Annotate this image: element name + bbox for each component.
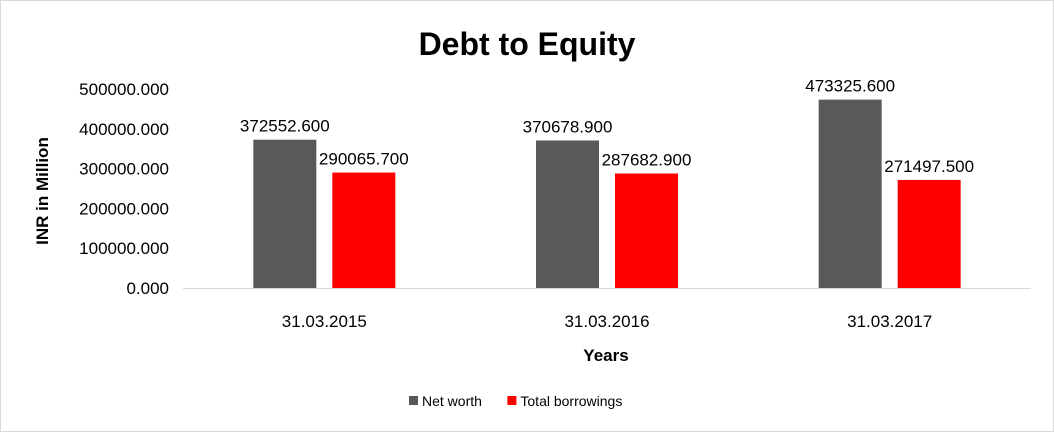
legend-swatch-net-worth <box>409 396 418 405</box>
legend: Net worth Total borrowings <box>409 393 622 409</box>
y-tick-label: 200000.000 <box>79 199 169 218</box>
y-tick-label: 100000.000 <box>79 239 169 258</box>
legend-label-net-worth: Net worth <box>422 393 482 409</box>
total-borrowings-data-label: 287682.900 <box>602 151 692 170</box>
total-borrowings-bar <box>332 172 396 288</box>
y-axis-title: INR in Million <box>33 137 52 245</box>
net-worth-bar <box>818 99 882 288</box>
net-worth-data-label: 372552.600 <box>240 117 330 136</box>
y-tick-label: 300000.000 <box>79 160 169 179</box>
plot-area: 0.000 100000.000 200000.000 300000.000 40000… <box>79 77 1031 331</box>
net-worth-bar <box>536 140 599 288</box>
x-axis-title: Years <box>583 346 628 365</box>
y-tick-label: 400000.000 <box>79 120 169 139</box>
legend-label-total-borrowings: Total borrowings <box>520 393 622 409</box>
chart-title: Debt to Equity <box>419 26 636 62</box>
net-worth-data-label: 473325.600 <box>805 77 895 96</box>
net-worth-data-label: 370678.900 <box>523 117 613 136</box>
total-borrowings-bar <box>897 179 961 288</box>
total-borrowings-data-label: 290065.700 <box>319 150 409 169</box>
y-tick-label: 500000.000 <box>79 80 169 99</box>
x-category-label: 31.03.2016 <box>564 312 649 331</box>
net-worth-bar <box>253 139 317 288</box>
y-tick-label: 0.000 <box>126 279 169 298</box>
x-category-label: 31.03.2017 <box>847 312 932 331</box>
total-borrowings-data-label: 271497.500 <box>884 157 974 176</box>
legend-swatch-total-borrowings <box>507 396 517 405</box>
total-borrowings-bar <box>615 173 678 288</box>
x-category-label: 31.03.2015 <box>282 312 367 331</box>
